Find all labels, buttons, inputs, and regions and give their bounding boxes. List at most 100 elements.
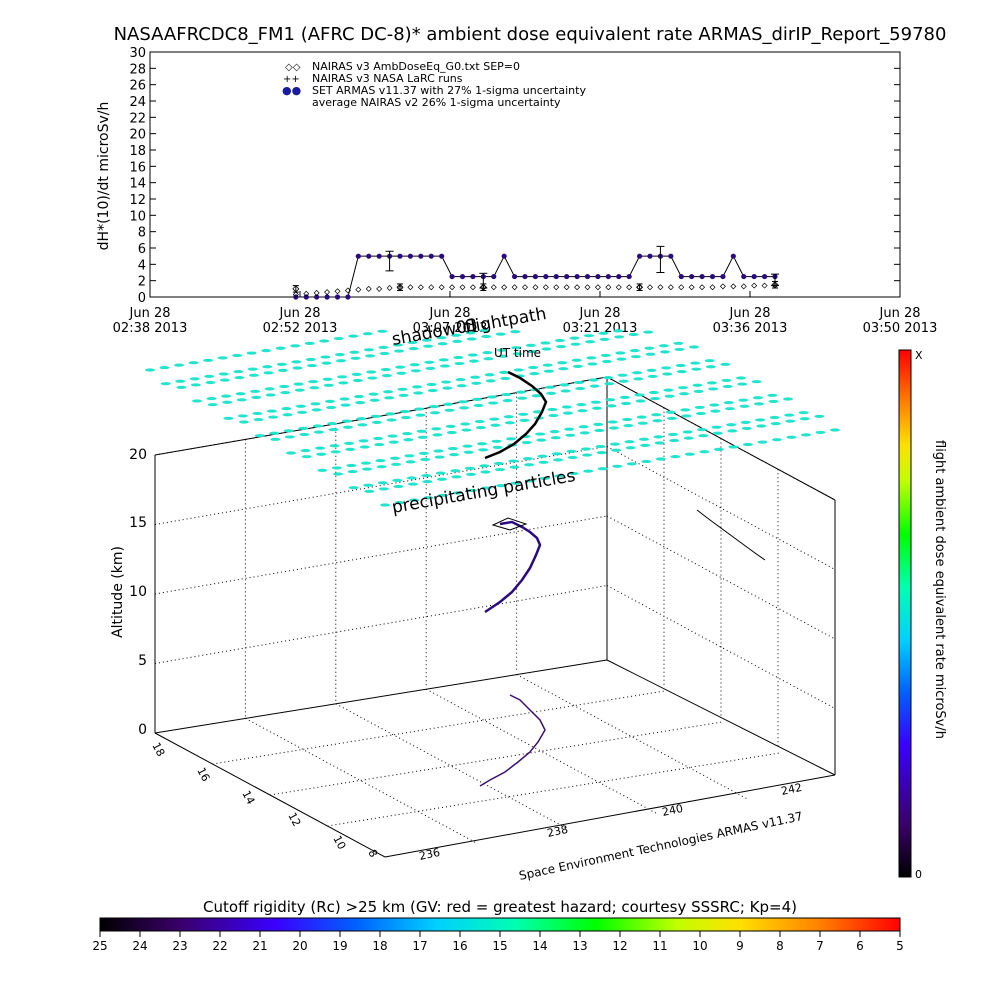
particle-marker: [248, 373, 259, 377]
particle-marker: [374, 442, 385, 447]
particle-marker: [575, 386, 586, 391]
particle-marker: [299, 432, 310, 437]
particle-marker: [466, 337, 477, 341]
y-tick-label: 10: [129, 209, 146, 224]
nairas-v3-point: [678, 284, 685, 291]
particle-marker: [438, 358, 449, 362]
grid-line: [269, 721, 723, 796]
particle-marker: [305, 357, 316, 362]
particle-marker: [692, 383, 703, 387]
particle-marker: [720, 362, 731, 366]
particle-marker: [529, 372, 540, 376]
particle-marker: [355, 401, 366, 405]
particle-marker: [632, 371, 643, 375]
y-tick-label: 30: [129, 46, 146, 61]
nairas-v3-point: [522, 284, 528, 291]
particle-marker: [741, 426, 752, 431]
particle-marker: [676, 369, 687, 374]
particle-marker: [658, 344, 669, 348]
particle-marker: [206, 396, 217, 401]
particle-marker: [595, 444, 606, 449]
particle-marker: [282, 413, 293, 417]
particle-marker: [653, 435, 664, 439]
particle-marker: [284, 435, 295, 439]
particle-marker: [574, 380, 585, 385]
particle-marker: [250, 389, 261, 393]
particle-marker: [399, 409, 410, 414]
grid-line: [516, 674, 747, 800]
particle-marker: [538, 460, 549, 464]
lon-tick-238: 238: [546, 823, 569, 840]
bottom-colorbar-ticks: 25 24 23 22 21 20 19 18 17 16 15 14 13 12 11 10 9 8 7 6 5: [92, 931, 904, 953]
legend-label-nairas-v2: average NAIRAS v2 26% 1-sigma uncertaint…: [312, 96, 561, 109]
particle-marker: [337, 375, 348, 379]
bottom-tick-label: 23: [172, 939, 187, 953]
particle-marker: [608, 426, 619, 430]
particle-marker: [499, 370, 510, 374]
grid-line: [154, 515, 608, 595]
particle-marker: [583, 469, 594, 473]
particle-marker: [625, 446, 636, 450]
particle-marker: [407, 482, 418, 486]
particle-marker: [612, 329, 623, 333]
particle-marker: [521, 440, 532, 445]
particle-marker: [376, 465, 387, 469]
nairas-v3-point: [334, 288, 341, 295]
particle-marker: [723, 400, 734, 405]
particle-marker: [445, 424, 456, 428]
bottom-tick-label: 21: [252, 939, 267, 953]
x-tick-date: Jun 28: [729, 306, 771, 321]
particle-marker: [204, 374, 215, 379]
particle-marker: [605, 398, 616, 402]
particle-marker: [641, 459, 652, 464]
nairas-v2-point: [396, 283, 404, 291]
particle-marker: [322, 377, 333, 381]
particle-marker: [422, 480, 433, 484]
particle-marker: [315, 446, 326, 450]
particle-marker: [246, 351, 257, 355]
particle-marker: [364, 489, 375, 493]
y-tick-label: 26: [129, 79, 146, 94]
particle-marker: [830, 428, 840, 432]
particle-marker: [540, 341, 551, 345]
right-colorbar-top-label: X: [915, 349, 923, 362]
particle-marker: [396, 371, 407, 375]
particle-marker: [261, 349, 272, 353]
particle-marker: [428, 405, 439, 409]
particle-marker: [472, 397, 483, 401]
particle-marker: [434, 455, 445, 459]
particle-marker: [495, 332, 506, 336]
particle-marker: [590, 400, 601, 404]
grid-line: [212, 690, 665, 765]
particle-marker: [628, 332, 639, 337]
armas-point: [626, 273, 632, 280]
nairas-v3-point: [657, 284, 664, 291]
particle-marker: [689, 345, 699, 349]
particle-marker: [319, 339, 330, 343]
nairas-v3-point: [626, 284, 633, 291]
particle-marker: [264, 387, 275, 391]
particle-marker: [767, 393, 778, 397]
particle-marker: [619, 395, 630, 399]
particle-marker: [739, 404, 750, 408]
nairas-v3-point: [709, 284, 716, 291]
particle-marker: [408, 347, 419, 351]
particle-marker: [391, 462, 402, 466]
particle-marker: [517, 396, 528, 400]
particle-marker: [352, 378, 363, 383]
particle-marker: [324, 399, 335, 403]
particle-marker: [470, 375, 481, 379]
particle-marker: [508, 459, 519, 463]
x-tick-date: Jun 28: [279, 306, 321, 321]
particle-marker: [485, 379, 496, 383]
particle-marker: [341, 419, 352, 423]
particle-marker: [349, 350, 360, 354]
particle-marker: [348, 486, 359, 490]
bottom-tick-label: 9: [736, 939, 744, 953]
particle-marker: [629, 348, 640, 353]
legend-label-nairas-v3: NAIRAS v3 AmbDoseEq_G0.txt SEP=0: [312, 60, 520, 73]
nairas-v3-point: [292, 291, 299, 298]
particle-marker: [456, 384, 467, 388]
